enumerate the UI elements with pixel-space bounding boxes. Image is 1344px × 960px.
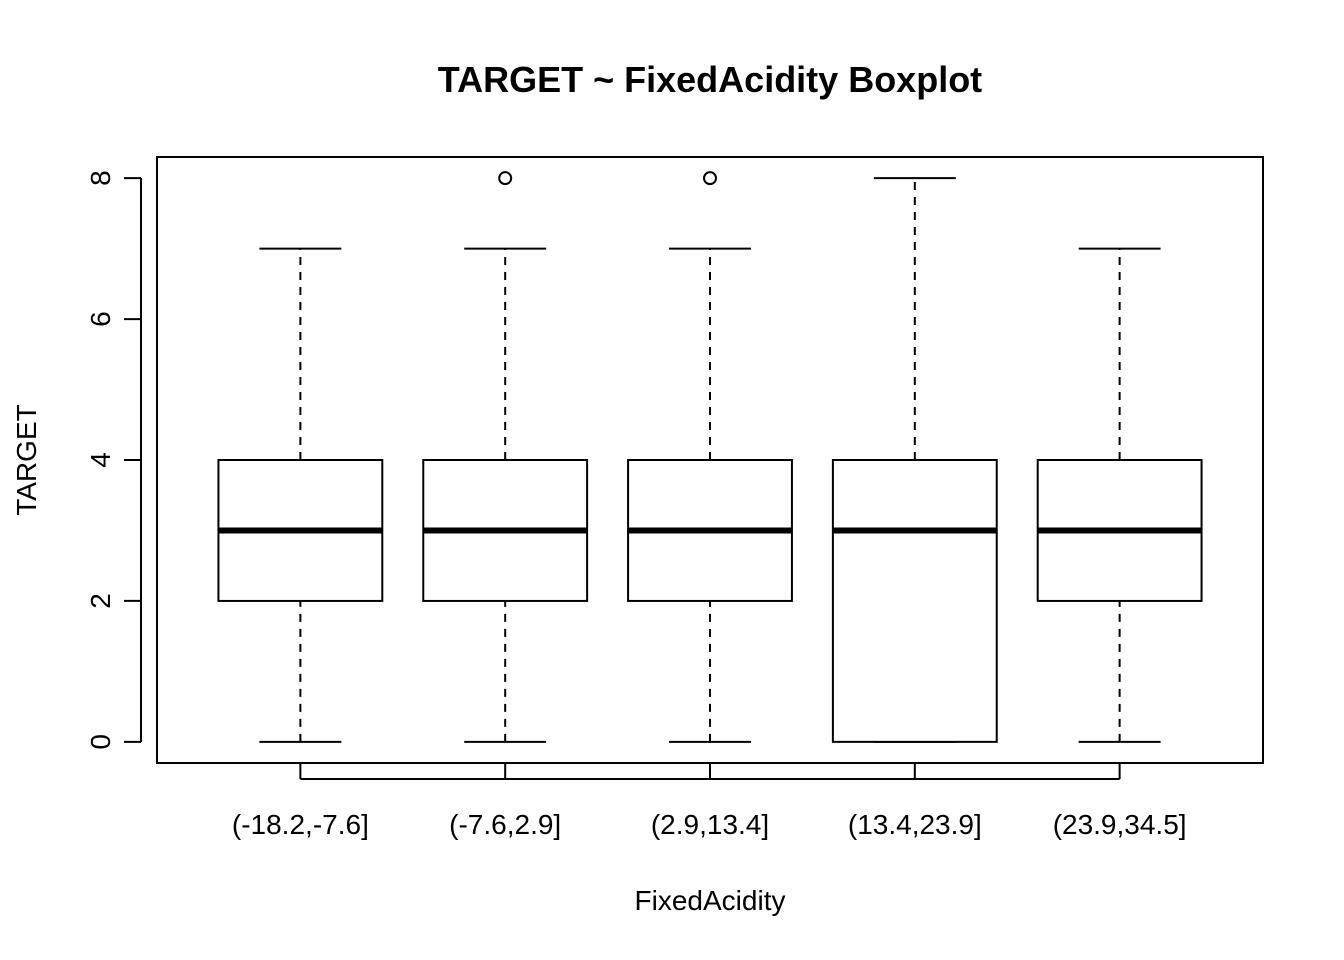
x-tick-label: (2.9,13.4]	[651, 809, 769, 840]
x-tick-label: (-7.6,2.9]	[449, 809, 561, 840]
x-tick-label: (13.4,23.9]	[848, 809, 982, 840]
box-group	[422, 171, 589, 743]
y-tick-label: 0	[85, 734, 116, 750]
x-tick-label: (23.9,34.5]	[1053, 809, 1187, 840]
y-axis-label: TARGET	[11, 404, 42, 515]
box-group	[831, 177, 998, 743]
y-tick-label: 2	[85, 593, 116, 609]
outlier-point	[498, 171, 513, 186]
x-axis-label: FixedAcidity	[635, 885, 786, 916]
outlier-point	[703, 171, 717, 186]
x-tick-label: (-18.2,-7.6]	[232, 809, 369, 840]
chart-title: TARGET ~ FixedAcidity Boxplot	[438, 59, 982, 100]
x-axis: (-18.2,-7.6] (-7.6,2.9] (2.9,13.4] (13.4,23…	[232, 763, 1187, 840]
y-tick-label: 8	[85, 170, 116, 186]
box-group	[627, 171, 793, 743]
y-tick-label: 6	[85, 311, 116, 327]
box-group	[217, 247, 384, 743]
box-group	[1036, 247, 1203, 743]
box	[831, 459, 998, 743]
boxes-group	[217, 171, 1203, 743]
y-tick-label: 4	[85, 452, 116, 468]
y-axis: 0 2 4 6 8	[85, 170, 142, 750]
